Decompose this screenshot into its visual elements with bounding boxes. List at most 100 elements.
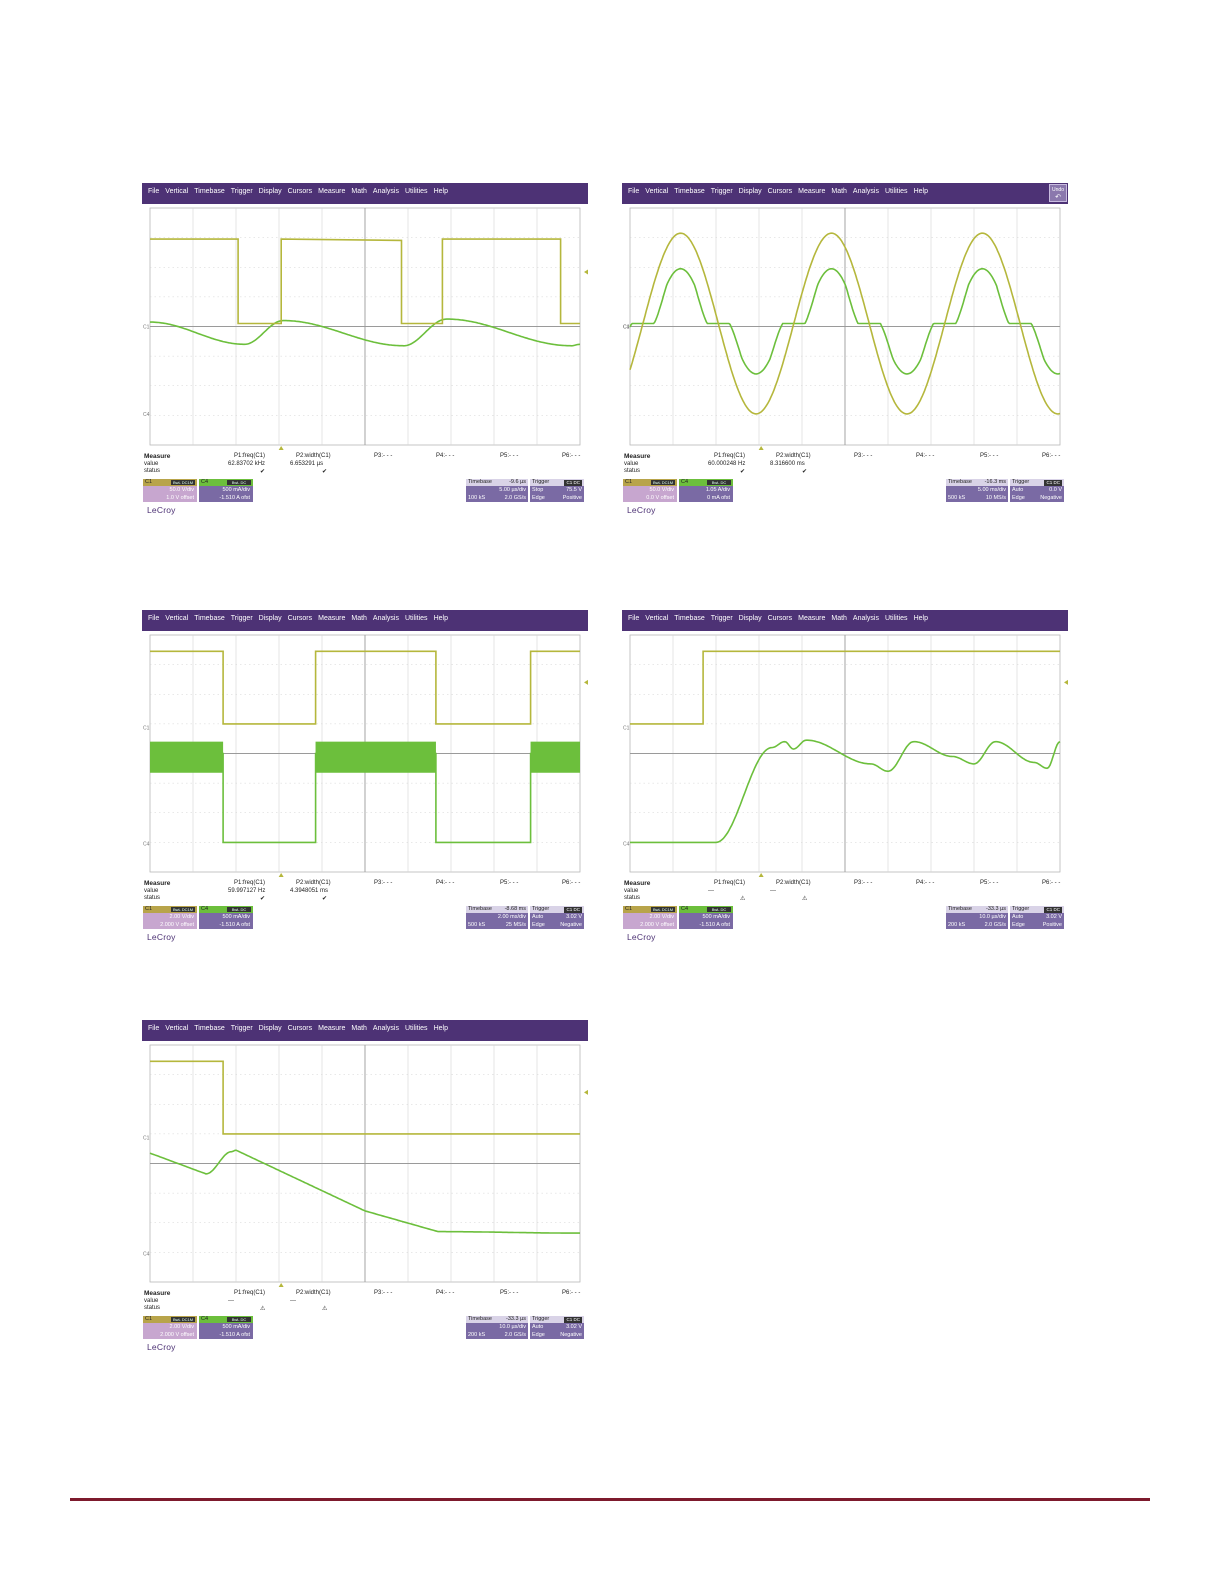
- menu-item-display[interactable]: Display: [258, 615, 282, 622]
- measure-param[interactable]: P5:- - -: [980, 453, 999, 459]
- menu-item-utilities[interactable]: Utilities: [885, 188, 908, 195]
- menu-item-utilities[interactable]: Utilities: [405, 188, 428, 195]
- menu-item-cursors[interactable]: Cursors: [767, 188, 793, 195]
- menu-item-vertical[interactable]: Vertical: [165, 1025, 189, 1032]
- menu-item-help[interactable]: Help: [433, 615, 448, 622]
- undo-button[interactable]: Undo ↶: [1049, 184, 1067, 202]
- measure-param[interactable]: P6:- - -: [1042, 453, 1061, 459]
- measure-param[interactable]: P6:- - -: [1042, 880, 1061, 886]
- measure-param[interactable]: P2:width(C1): [296, 1290, 331, 1296]
- menu-item-analysis[interactable]: Analysis: [372, 1025, 399, 1032]
- measure-param[interactable]: P1:freq(C1): [234, 453, 266, 459]
- measure-param[interactable]: P3:- - -: [374, 1290, 393, 1296]
- trigger-descriptor[interactable]: Trigger C1 DC Auto 3.02 V Edge Negative: [530, 906, 584, 929]
- ch4-descriptor[interactable]: C4 BwL DC 500 mA/div -1.510 A ofst: [199, 1316, 253, 1339]
- measure-param[interactable]: P2:width(C1): [776, 880, 811, 886]
- trigger-descriptor[interactable]: Trigger C1 DC Stop 75.5 V Edge Positive: [530, 479, 584, 502]
- measure-param[interactable]: P4:- - -: [436, 453, 455, 459]
- menu-item-measure[interactable]: Measure: [318, 1025, 346, 1032]
- ch4-descriptor[interactable]: C4 BwL DC 500 mA/div -1.510 A ofst: [679, 906, 733, 929]
- measure-param[interactable]: P2:width(C1): [296, 453, 331, 459]
- menu-item-measure[interactable]: Measure: [798, 615, 826, 622]
- measure-param[interactable]: P1:freq(C1): [234, 880, 266, 886]
- menu-item-file[interactable]: File: [148, 1025, 160, 1032]
- menu-item-trigger[interactable]: Trigger: [710, 615, 733, 622]
- menu-item-cursors[interactable]: Cursors: [287, 1025, 313, 1032]
- measure-param[interactable]: P5:- - -: [500, 453, 519, 459]
- menu-item-math[interactable]: Math: [831, 188, 847, 195]
- trigger-descriptor[interactable]: Trigger C1 DC Auto 3.02 V Edge Negative: [530, 1316, 584, 1339]
- menu-item-display[interactable]: Display: [258, 1025, 282, 1032]
- menu-item-analysis[interactable]: Analysis: [852, 615, 879, 622]
- measure-param[interactable]: P2:width(C1): [296, 880, 331, 886]
- menu-item-analysis[interactable]: Analysis: [372, 188, 399, 195]
- menu-item-analysis[interactable]: Analysis: [852, 188, 879, 195]
- measure-param[interactable]: P6:- - -: [562, 880, 581, 886]
- measure-param[interactable]: P3:- - -: [854, 880, 873, 886]
- ch1-descriptor[interactable]: C1 BwL DC1M 2.00 V/div 2.000 V offset: [623, 906, 677, 929]
- menu-item-cursors[interactable]: Cursors: [767, 615, 793, 622]
- ch4-descriptor[interactable]: C4 BwL DC 500 mA/div -1.510 A ofst: [199, 906, 253, 929]
- waveform-display[interactable]: C1 C4: [142, 204, 588, 450]
- trigger-descriptor[interactable]: Trigger C1 DC Auto 3.02 V Edge Positive: [1010, 906, 1064, 929]
- menu-item-help[interactable]: Help: [913, 615, 928, 622]
- menu-item-timebase[interactable]: Timebase: [674, 188, 705, 195]
- menu-item-utilities[interactable]: Utilities: [405, 1025, 428, 1032]
- trigger-descriptor[interactable]: Trigger C1 DC Auto 0.0 V Edge Negative: [1010, 479, 1064, 502]
- menu-item-trigger[interactable]: Trigger: [230, 188, 253, 195]
- measure-param[interactable]: P3:- - -: [374, 880, 393, 886]
- menu-item-utilities[interactable]: Utilities: [405, 615, 428, 622]
- timebase-descriptor[interactable]: Timebase -33.3 µs 10.0 µs/div 200 kS 2.0 G…: [466, 1316, 528, 1339]
- menu-item-vertical[interactable]: Vertical: [165, 188, 189, 195]
- menu-item-trigger[interactable]: Trigger: [230, 1025, 253, 1032]
- menu-item-help[interactable]: Help: [433, 1025, 448, 1032]
- ch4-descriptor[interactable]: C4 BwL DC 500 mA/div -1.510 A ofst: [199, 479, 253, 502]
- menu-item-display[interactable]: Display: [258, 188, 282, 195]
- menu-item-measure[interactable]: Measure: [798, 188, 826, 195]
- measure-param[interactable]: P4:- - -: [916, 453, 935, 459]
- menu-item-trigger[interactable]: Trigger: [230, 615, 253, 622]
- ch1-descriptor[interactable]: C1 BwL DC1M 2.00 V/div 2.000 V offset: [143, 906, 197, 929]
- waveform-display[interactable]: C1 C4: [622, 631, 1068, 877]
- menu-item-vertical[interactable]: Vertical: [165, 615, 189, 622]
- waveform-display[interactable]: C1 C4: [142, 1041, 588, 1287]
- timebase-descriptor[interactable]: Timebase -8.68 ms 2.00 ms/div 500 kS 25 MS…: [466, 906, 528, 929]
- ch1-descriptor[interactable]: C1 BwL DC1M 50.0 V/div 0.0 V offset: [623, 479, 677, 502]
- menu-item-help[interactable]: Help: [913, 188, 928, 195]
- waveform-display[interactable]: C1 C4: [142, 631, 588, 877]
- menu-item-display[interactable]: Display: [738, 615, 762, 622]
- measure-param[interactable]: P5:- - -: [500, 880, 519, 886]
- menu-item-math[interactable]: Math: [351, 615, 367, 622]
- menu-item-vertical[interactable]: Vertical: [645, 188, 669, 195]
- menu-item-cursors[interactable]: Cursors: [287, 615, 313, 622]
- menu-item-math[interactable]: Math: [351, 1025, 367, 1032]
- menu-item-vertical[interactable]: Vertical: [645, 615, 669, 622]
- menu-item-file[interactable]: File: [148, 615, 160, 622]
- menu-item-file[interactable]: File: [148, 188, 160, 195]
- menu-item-math[interactable]: Math: [351, 188, 367, 195]
- menu-item-analysis[interactable]: Analysis: [372, 615, 399, 622]
- menu-item-measure[interactable]: Measure: [318, 615, 346, 622]
- menu-item-file[interactable]: File: [628, 615, 640, 622]
- waveform-display[interactable]: C1 C4: [622, 204, 1068, 450]
- menu-item-utilities[interactable]: Utilities: [885, 615, 908, 622]
- measure-param[interactable]: P4:- - -: [916, 880, 935, 886]
- measure-param[interactable]: P5:- - -: [500, 1290, 519, 1296]
- ch1-descriptor[interactable]: C1 BwL DC1M 2.00 V/div 2.000 V offset: [143, 1316, 197, 1339]
- measure-param[interactable]: P2:width(C1): [776, 453, 811, 459]
- measure-param[interactable]: P3:- - -: [854, 453, 873, 459]
- ch4-descriptor[interactable]: C4 BwL DC 1.05 A/div 0 mA ofst: [679, 479, 733, 502]
- menu-item-cursors[interactable]: Cursors: [287, 188, 313, 195]
- menu-item-timebase[interactable]: Timebase: [194, 188, 225, 195]
- measure-param[interactable]: P5:- - -: [980, 880, 999, 886]
- menu-item-timebase[interactable]: Timebase: [194, 615, 225, 622]
- menu-item-file[interactable]: File: [628, 188, 640, 195]
- menu-item-measure[interactable]: Measure: [318, 188, 346, 195]
- measure-param[interactable]: P6:- - -: [562, 1290, 581, 1296]
- measure-param[interactable]: P4:- - -: [436, 880, 455, 886]
- measure-param[interactable]: P1:freq(C1): [714, 880, 746, 886]
- measure-param[interactable]: P1:freq(C1): [714, 453, 746, 459]
- menu-item-math[interactable]: Math: [831, 615, 847, 622]
- timebase-descriptor[interactable]: Timebase -9.6 µs 5.00 µs/div 100 kS 2.0 GS…: [466, 479, 528, 502]
- timebase-descriptor[interactable]: Timebase -33.3 µs 10.0 µs/div 200 kS 2.0 G…: [946, 906, 1008, 929]
